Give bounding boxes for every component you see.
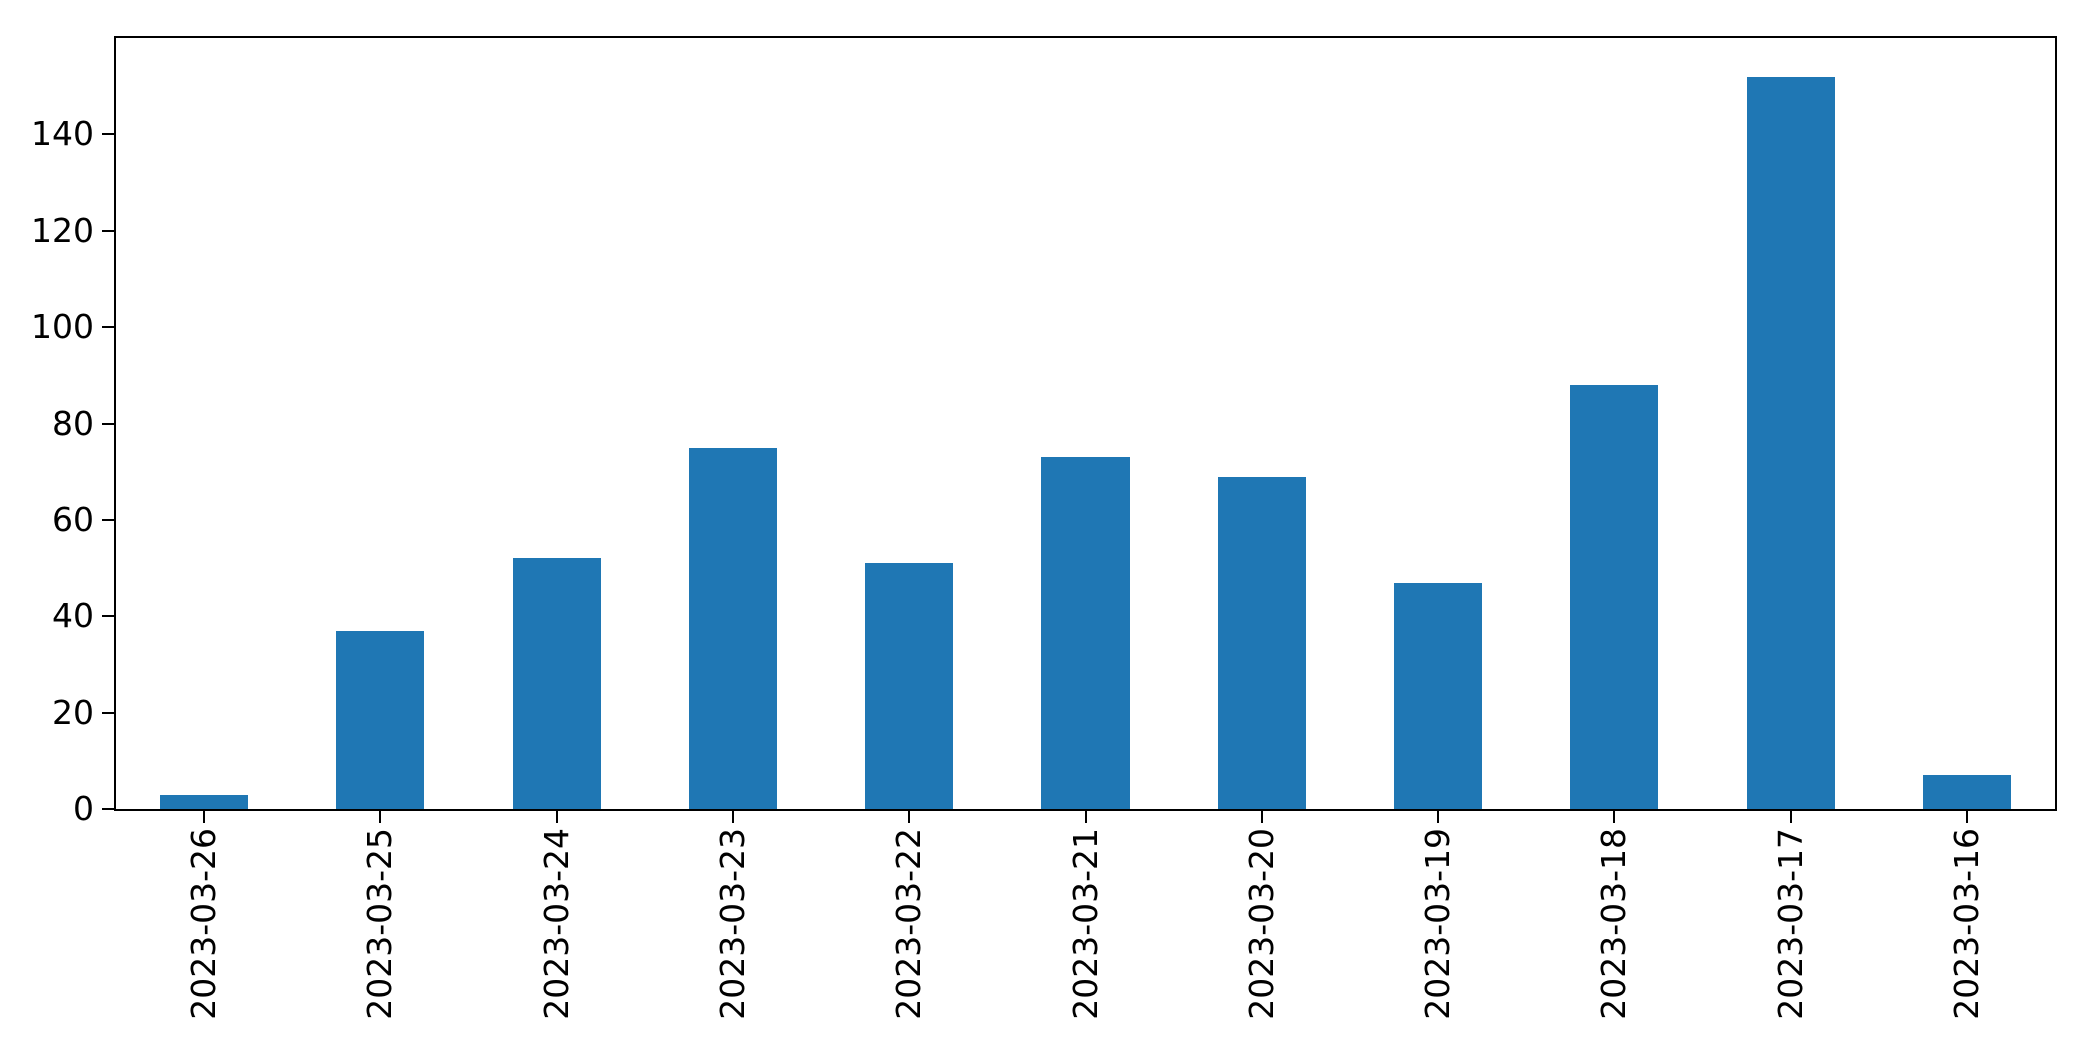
bar-2023-03-16	[1922, 775, 2011, 809]
bar-2023-03-17	[1746, 76, 1835, 809]
x-tick-mark	[379, 811, 382, 823]
y-tick-label: 40	[52, 596, 94, 636]
x-tick-label: 2023-03-20	[1241, 828, 1281, 1020]
y-tick-mark	[102, 133, 114, 136]
x-tick-mark	[555, 811, 558, 823]
y-tick-mark	[102, 808, 114, 810]
bar-2023-03-20	[1217, 476, 1306, 809]
y-tick-label: 140	[31, 114, 94, 154]
plot-area	[114, 36, 2057, 811]
x-tick-mark	[203, 811, 206, 823]
y-tick-label: 20	[52, 692, 94, 732]
y-tick-label: 60	[52, 499, 94, 539]
x-tick-mark	[731, 811, 734, 823]
y-tick-label: 0	[73, 789, 94, 828]
bar-2023-03-19	[1393, 582, 1483, 809]
x-tick-mark	[1965, 811, 1968, 823]
bars-layer	[116, 38, 2055, 809]
bar-2023-03-18	[1570, 384, 1659, 809]
bar-2023-03-21	[1041, 457, 1130, 809]
x-tick-label: 2023-03-18	[1594, 828, 1634, 1020]
bar-2023-03-25	[336, 630, 425, 809]
y-tick-mark	[102, 711, 114, 714]
x-tick-mark	[1084, 811, 1087, 823]
x-tick-mark	[1613, 811, 1616, 823]
y-tick-mark	[102, 615, 114, 618]
y-tick-mark	[102, 422, 114, 425]
x-tick-mark	[1789, 811, 1792, 823]
bar-2023-03-23	[688, 447, 777, 809]
y-tick-mark	[102, 518, 114, 521]
y-tick-label: 120	[31, 210, 94, 250]
y-tick-label: 100	[31, 307, 94, 347]
x-tick-mark	[908, 811, 911, 823]
x-tick-label: 2023-03-23	[712, 828, 752, 1020]
bar-2023-03-22	[865, 563, 954, 809]
x-tick-label: 2023-03-17	[1770, 828, 1810, 1020]
bar-2023-03-26	[160, 794, 249, 809]
x-tick-label: 2023-03-19	[1418, 828, 1458, 1020]
x-tick-mark	[1260, 811, 1263, 823]
y-tick-label: 80	[52, 403, 94, 443]
x-tick-label: 2023-03-22	[889, 828, 929, 1020]
x-tick-label: 2023-03-21	[1065, 828, 1105, 1020]
x-tick-label: 2023-03-24	[536, 828, 576, 1020]
y-tick-mark	[102, 326, 114, 329]
x-tick-label: 2023-03-25	[360, 828, 400, 1020]
bar-2023-03-24	[512, 558, 601, 809]
x-tick-mark	[1437, 811, 1440, 823]
x-tick-label: 2023-03-16	[1946, 828, 1986, 1020]
y-tick-mark	[102, 229, 114, 232]
x-tick-label: 2023-03-26	[184, 828, 224, 1020]
